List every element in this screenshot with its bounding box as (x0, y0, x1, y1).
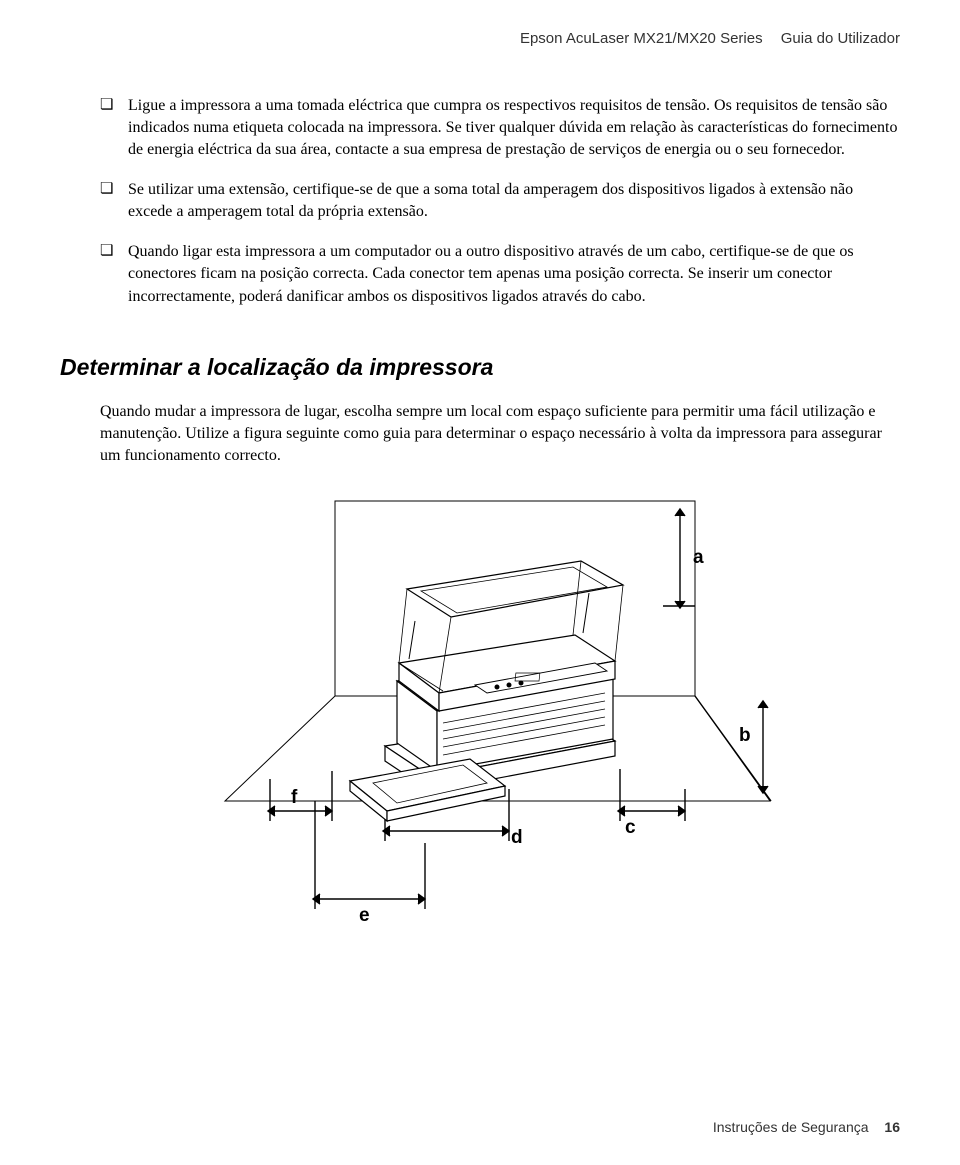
bullet-item: Quando ligar esta impressora a um comput… (100, 241, 900, 307)
header-product: Epson AcuLaser MX21/MX20 Series (520, 30, 763, 47)
safety-bullet-list: Ligue a impressora a uma tomada eléctric… (100, 95, 900, 308)
section-body-location: Quando mudar a impressora de lugar, esco… (100, 401, 894, 467)
dim-label-d: d (511, 827, 523, 849)
page-header: Epson AcuLaser MX21/MX20 Series Guia do … (60, 30, 900, 47)
dim-label-a: a (693, 547, 704, 569)
dim-label-c: c (625, 817, 636, 839)
bullet-item: Ligue a impressora a uma tomada eléctric… (100, 95, 900, 161)
dim-label-e: e (359, 905, 370, 927)
header-doc-title: Guia do Utilizador (781, 30, 900, 47)
section-heading-location: Determinar a localização da impressora (60, 354, 900, 381)
printer-clearance-figure: a b c d f e (175, 491, 785, 941)
footer-section-name: Instruções de Segurança (713, 1119, 869, 1135)
page-footer: Instruções de Segurança 16 (713, 1119, 900, 1135)
footer-page-number: 16 (884, 1119, 900, 1135)
dim-label-f: f (291, 787, 297, 809)
bullet-item: Se utilizar uma extensão, certifique-se … (100, 179, 900, 223)
dim-label-b: b (739, 725, 751, 747)
